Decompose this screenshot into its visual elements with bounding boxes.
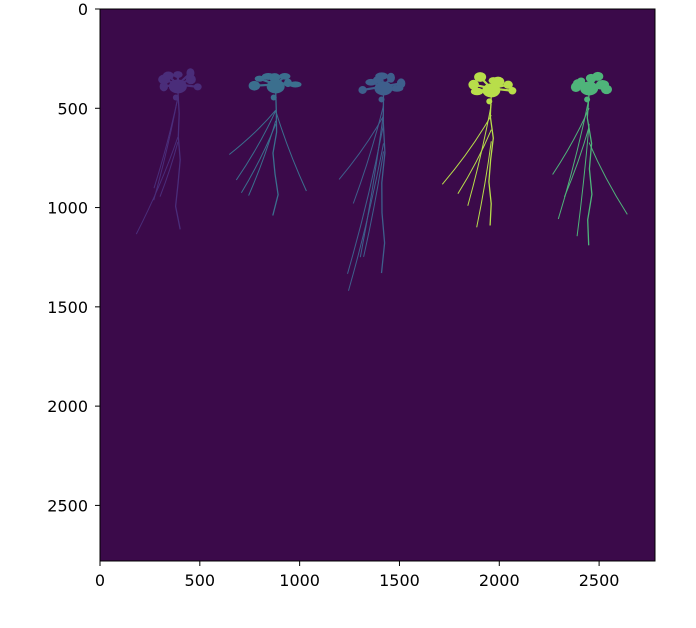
lateral-root xyxy=(588,142,628,215)
lateral-root xyxy=(248,120,277,196)
leaf xyxy=(269,73,281,82)
leaf xyxy=(358,86,367,94)
lateral-root xyxy=(476,141,492,228)
lateral-root xyxy=(347,124,384,274)
y-tick-label: 1000 xyxy=(47,199,88,218)
leaf xyxy=(162,71,174,80)
leaf xyxy=(159,81,169,92)
plant-region xyxy=(552,71,628,246)
leaf xyxy=(173,71,183,79)
lateral-root xyxy=(359,112,384,258)
plant-region xyxy=(338,72,406,291)
tap-root xyxy=(174,90,181,230)
lateral-root xyxy=(153,97,179,189)
lateral-root xyxy=(557,97,590,220)
leaf xyxy=(254,75,265,82)
leaf xyxy=(248,80,261,91)
y-axis: 0 500 1000 1500 2000 2500 xyxy=(47,0,100,515)
leaf xyxy=(468,79,479,90)
plant-region xyxy=(135,68,202,235)
hypocotyl xyxy=(486,98,493,105)
x-tick-label: 0 xyxy=(95,571,105,590)
leaf xyxy=(508,87,517,95)
lateral-root xyxy=(235,110,277,181)
plant-region xyxy=(441,72,517,228)
rosette-center xyxy=(266,79,285,94)
x-tick-label: 1500 xyxy=(379,571,420,590)
leaf xyxy=(386,72,395,83)
x-tick-label: 2500 xyxy=(579,571,620,590)
tap-root xyxy=(380,92,386,274)
y-tick-label: 500 xyxy=(57,99,88,118)
lateral-root xyxy=(275,110,307,192)
x-axis: 0 500 1000 1500 2000 2500 xyxy=(95,561,620,590)
x-tick-label: 1000 xyxy=(279,571,320,590)
lateral-root xyxy=(576,123,590,237)
leaf xyxy=(375,72,389,80)
x-tick-label: 500 xyxy=(185,571,216,590)
y-tick-label: 0 xyxy=(78,0,88,19)
y-tick-label: 2500 xyxy=(47,496,88,515)
lateral-root xyxy=(441,114,492,185)
lateral-root xyxy=(352,105,384,204)
leaf xyxy=(185,74,196,85)
leaf xyxy=(279,73,291,80)
lateral-root xyxy=(159,141,179,197)
plants xyxy=(135,68,628,291)
leaf xyxy=(601,84,612,95)
hypocotyl xyxy=(378,96,385,103)
leaf xyxy=(390,85,404,92)
lateral-root xyxy=(228,109,277,155)
x-tick-label: 2000 xyxy=(479,571,520,590)
rosette-center xyxy=(374,81,393,96)
leaf xyxy=(474,72,487,82)
lateral-root xyxy=(338,115,384,180)
lateral-root xyxy=(457,129,492,194)
leaf xyxy=(592,71,604,81)
plot-area xyxy=(99,8,656,562)
y-tick-label: 1500 xyxy=(47,298,88,317)
leaf xyxy=(289,81,302,88)
lateral-root xyxy=(135,136,179,235)
axes-frame xyxy=(99,8,656,562)
hypocotyl xyxy=(172,94,179,101)
leaf xyxy=(193,83,202,91)
leaf xyxy=(503,80,513,89)
rosette-center xyxy=(482,83,501,98)
rosette-center xyxy=(580,81,599,96)
lateral-root xyxy=(552,107,590,175)
hypocotyl xyxy=(584,96,591,103)
y-tick-label: 2000 xyxy=(47,397,88,416)
lateral-root xyxy=(467,104,492,206)
rosette-center xyxy=(168,79,187,94)
tap-root xyxy=(586,92,593,246)
image-background xyxy=(100,9,655,561)
leaf xyxy=(577,77,586,85)
lateral-root xyxy=(363,151,384,258)
plant-region xyxy=(228,73,307,216)
hypocotyl xyxy=(270,94,277,101)
